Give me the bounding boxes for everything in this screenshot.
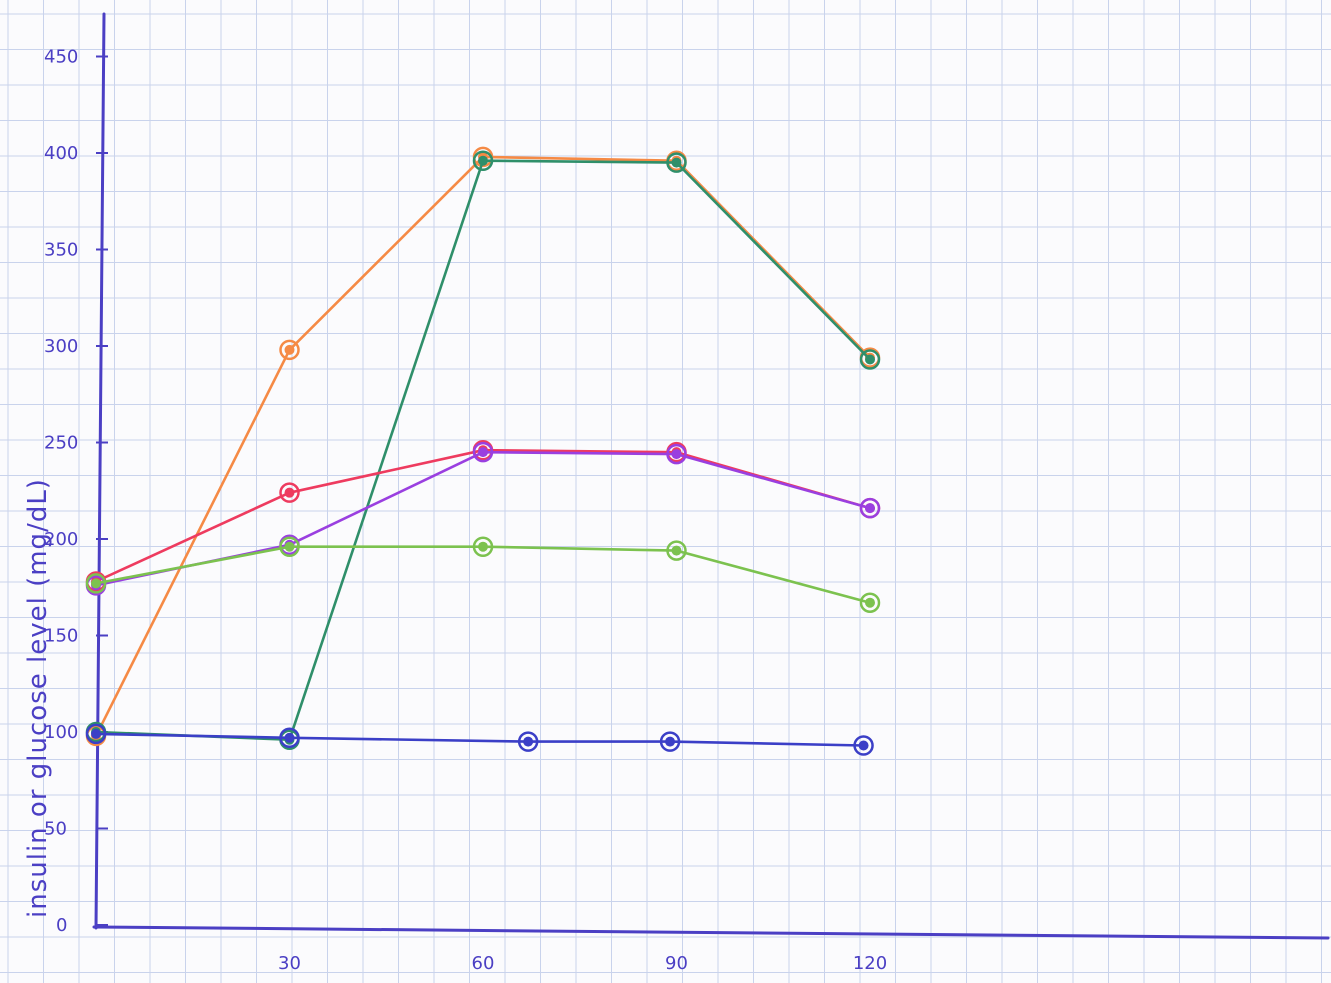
data-point-ring xyxy=(279,339,300,361)
data-point-ring xyxy=(85,723,107,745)
data-point-ring xyxy=(859,592,881,613)
data-point xyxy=(91,728,101,739)
series-line xyxy=(94,732,865,747)
y-tick-label: 0 xyxy=(56,915,67,936)
x-tick-label: 120 xyxy=(853,953,887,974)
data-point xyxy=(478,447,488,458)
data-point-ring xyxy=(659,731,681,752)
data-point-ring xyxy=(472,536,494,557)
data-point xyxy=(671,449,682,460)
data-point xyxy=(665,736,676,747)
y-tick-label: 250 xyxy=(44,433,78,454)
x-axis-line xyxy=(92,925,1330,940)
data-point-ring xyxy=(666,443,687,465)
data-point xyxy=(671,157,682,168)
data-point-ring xyxy=(279,536,300,557)
y-tick-label: 450 xyxy=(44,47,78,68)
x-axis-ticks: 30 60 90 120 xyxy=(278,953,887,974)
chart-series xyxy=(85,146,881,756)
y-tick-label: 100 xyxy=(44,722,78,743)
data-point xyxy=(478,541,488,552)
y-tick-label: 150 xyxy=(44,626,78,647)
data-point-ring xyxy=(279,482,300,503)
y-axis-line xyxy=(94,12,106,930)
data-point-ring xyxy=(279,727,300,749)
data-point xyxy=(284,344,295,355)
y-tick-label: 50 xyxy=(44,819,67,840)
data-point xyxy=(284,732,295,743)
data-point-ring xyxy=(517,731,539,752)
series-6 xyxy=(85,723,874,756)
x-tick-label: 90 xyxy=(665,953,688,974)
y-tick-label: 200 xyxy=(44,529,78,550)
y-axis-label: insulin or glucose level (mg/dL) xyxy=(23,478,53,918)
data-point xyxy=(523,736,534,747)
series-5 xyxy=(85,536,881,613)
data-point xyxy=(284,487,295,498)
data-point xyxy=(865,597,875,608)
y-tick-label: 350 xyxy=(44,240,78,261)
data-point-ring xyxy=(666,152,687,173)
data-point xyxy=(671,545,682,556)
data-point xyxy=(284,541,295,552)
data-point-ring xyxy=(472,441,494,463)
data-point xyxy=(91,578,101,589)
x-tick-label: 60 xyxy=(472,953,495,974)
data-point-ring xyxy=(859,497,881,519)
data-point-ring xyxy=(853,735,874,756)
y-tick-label: 400 xyxy=(44,143,78,164)
data-point xyxy=(865,503,875,514)
y-tick-label: 300 xyxy=(44,336,78,357)
x-tick-label: 30 xyxy=(278,953,301,974)
data-point-ring xyxy=(666,540,687,561)
chart-axes xyxy=(92,12,1330,940)
data-point-ring xyxy=(472,150,494,171)
data-point xyxy=(858,740,869,751)
data-point xyxy=(478,155,488,166)
data-point-ring xyxy=(85,573,107,594)
data-point-ring xyxy=(859,349,881,370)
data-point xyxy=(865,354,875,365)
